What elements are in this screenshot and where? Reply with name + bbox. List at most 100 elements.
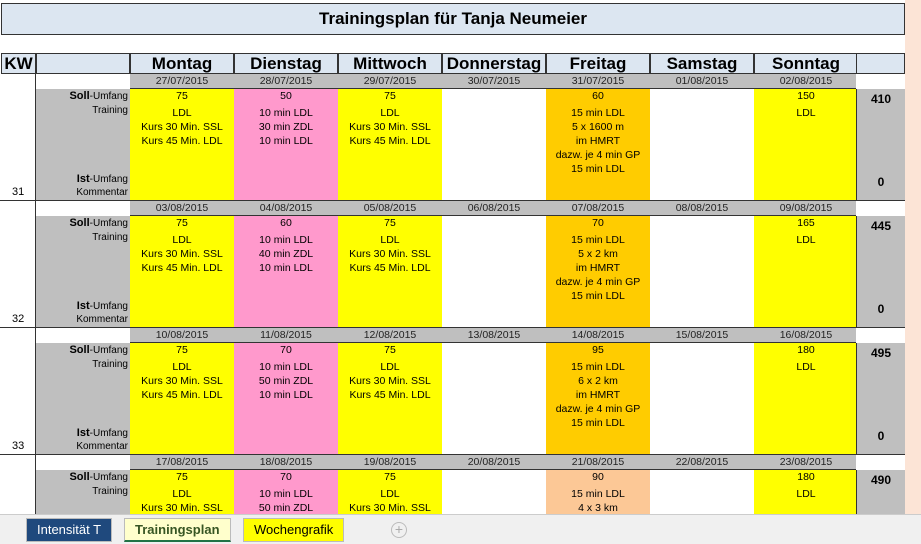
tab-trainingsplan[interactable]: Trainingsplan	[124, 518, 231, 542]
date-cell[interactable]: 04/08/2015	[259, 202, 313, 214]
day-cell[interactable]: 75 LDL Kurs 30 Min. SSL Kurs 45 Min. LDL	[338, 216, 442, 328]
week-total: 445 0	[856, 216, 905, 328]
day-cell[interactable]	[442, 216, 546, 328]
day-cell[interactable]: 70 10 min LDL 50 min ZDL 10 min LDL	[234, 343, 338, 455]
date-cell[interactable]: 21/08/2015	[571, 456, 625, 468]
week-total: 410 0	[856, 89, 905, 201]
day-cell[interactable]: 70 15 min LDL 5 x 2 km im HMRT dazw. je 4 mi…	[546, 216, 650, 328]
day-cell[interactable]: 95 15 min LDL 6 x 2 km im HMRT dazw. je 4 mi…	[546, 343, 650, 455]
date-cell[interactable]: 09/08/2015	[779, 202, 833, 214]
date-cell[interactable]: 06/08/2015	[467, 202, 521, 214]
date-cell[interactable]: 07/08/2015	[571, 202, 625, 214]
training-line: 10 min LDL	[259, 107, 313, 119]
day-cell[interactable]	[442, 89, 546, 201]
training-line: 15 min LDL	[571, 290, 625, 302]
day-cell[interactable]: 75 LDL Kurs 30 Min. SSL Kurs 45 Min. LDL	[338, 89, 442, 201]
week-block: 31 27/07/2015 28/07/2015 29/07/2015 30/07/20…	[0, 74, 905, 201]
row-labels: Soll-Umfang Training Ist-Umfang Kommentar	[36, 216, 130, 328]
date-cell[interactable]: 01/08/2015	[675, 75, 729, 87]
training-line: Kurs 30 Min. SSL	[349, 121, 431, 133]
training-line: Kurs 30 Min. SSL	[349, 375, 431, 387]
date-cell[interactable]: 23/08/2015	[779, 456, 833, 468]
add-sheet-icon[interactable]: +	[391, 522, 407, 538]
training-line: im HMRT	[575, 135, 621, 147]
date-cell[interactable]: 03/08/2015	[155, 202, 209, 214]
training-line: 50 min ZDL	[258, 502, 314, 514]
day-cell[interactable]: 60 15 min LDL 5 x 1600 m im HMRT dazw. je 4 …	[546, 89, 650, 201]
training-line: dazw. je 4 min GP	[555, 276, 641, 288]
training-line: 40 min ZDL	[258, 248, 314, 260]
date-cell[interactable]: 13/08/2015	[467, 329, 521, 341]
day-cell[interactable]: 75 LDL Kurs 30 Min. SSL Kurs 45 Min. LDL	[130, 89, 234, 201]
soll-value: 75	[384, 217, 396, 229]
training-line: LDL	[796, 361, 816, 373]
training-label: Training	[92, 232, 128, 243]
sheet-tabs-bar: Intensität T Trainingsplan Wochengrafik …	[0, 514, 921, 544]
training-line: 10 min LDL	[259, 234, 313, 246]
training-line: 15 min LDL	[571, 107, 625, 119]
training-line: 30 min ZDL	[258, 121, 314, 133]
day-cell[interactable]: 75 LDL Kurs 30 Min. SSL Kurs 45 Min. LDL	[130, 216, 234, 328]
training-line: Kurs 30 Min. SSL	[349, 248, 431, 260]
date-cell[interactable]: 18/08/2015	[259, 456, 313, 468]
day-header-mittwoch: Mittwoch	[338, 53, 442, 74]
soll-label: Soll-Umfang	[69, 471, 128, 483]
day-cell[interactable]	[650, 89, 754, 201]
tab-intensitaet[interactable]: Intensität T	[26, 518, 113, 542]
label-header	[36, 53, 130, 74]
date-cell[interactable]: 19/08/2015	[363, 456, 417, 468]
ist-total: 0	[877, 175, 885, 189]
day-cell[interactable]: 50 10 min LDL 30 min ZDL 10 min LDL	[234, 89, 338, 201]
right-margin	[905, 0, 921, 514]
training-line: Kurs 45 Min. LDL	[141, 389, 223, 401]
date-cell[interactable]: 22/08/2015	[675, 456, 729, 468]
week-total: 495 0	[856, 343, 905, 455]
day-cell[interactable]	[442, 343, 546, 455]
ist-total: 0	[877, 429, 885, 443]
training-line: 15 min LDL	[571, 361, 625, 373]
date-cell[interactable]: 14/08/2015	[571, 329, 625, 341]
date-cell[interactable]: 16/08/2015	[779, 329, 833, 341]
date-cell[interactable]: 17/08/2015	[155, 456, 209, 468]
kommentar-label: Kommentar	[76, 441, 128, 452]
day-cell[interactable]: 75 LDL Kurs 30 Min. SSL Kurs 45 Min. LDL	[130, 343, 234, 455]
soll-value: 90	[592, 471, 604, 483]
training-line: 15 min LDL	[571, 488, 625, 500]
date-cell[interactable]: 15/08/2015	[675, 329, 729, 341]
date-cell[interactable]: 20/08/2015	[467, 456, 521, 468]
day-header-samstag: Samstag	[650, 53, 754, 74]
date-cell[interactable]: 29/07/2015	[363, 75, 417, 87]
date-cell[interactable]: 05/08/2015	[363, 202, 417, 214]
date-cell[interactable]: 28/07/2015	[259, 75, 313, 87]
date-cell[interactable]: 12/08/2015	[363, 329, 417, 341]
date-cell[interactable]: 27/07/2015	[155, 75, 209, 87]
date-cell[interactable]: 08/08/2015	[675, 202, 729, 214]
week-number-cell: 31	[0, 74, 36, 201]
day-cell[interactable]	[650, 343, 754, 455]
training-line: LDL	[796, 107, 816, 119]
training-line: Kurs 45 Min. LDL	[349, 135, 431, 147]
training-line: 10 min LDL	[259, 389, 313, 401]
tab-wochengrafik[interactable]: Wochengrafik	[243, 518, 345, 542]
day-cell[interactable]: 150 LDL	[754, 89, 858, 201]
day-header-dienstag: Dienstag	[234, 53, 338, 74]
date-cell[interactable]: 30/07/2015	[467, 75, 521, 87]
day-cell[interactable]: 165 LDL	[754, 216, 858, 328]
training-line: LDL	[380, 107, 400, 119]
day-cell[interactable]: 60 10 min LDL 40 min ZDL 10 min LDL	[234, 216, 338, 328]
week-block: 32 03/08/2015 04/08/2015 05/08/2015 06/08/20…	[0, 201, 905, 328]
soll-value: 75	[384, 90, 396, 102]
date-cell[interactable]: 02/08/2015	[779, 75, 833, 87]
training-line: Kurs 30 Min. SSL	[141, 502, 223, 514]
date-cell[interactable]: 11/08/2015	[260, 329, 312, 341]
soll-value: 165	[797, 217, 815, 229]
day-cell[interactable]: 75 LDL Kurs 30 Min. SSL Kurs 45 Min. LDL	[338, 343, 442, 455]
training-line: 10 min LDL	[259, 262, 313, 274]
day-cell[interactable]	[650, 216, 754, 328]
day-cell[interactable]: 180 LDL	[754, 343, 858, 455]
training-line: Kurs 30 Min. SSL	[349, 502, 431, 514]
date-cell[interactable]: 31/07/2015	[571, 75, 625, 87]
day-header-donnerstag: Donnerstag	[442, 53, 546, 74]
training-line: 5 x 1600 m	[572, 121, 624, 133]
date-cell[interactable]: 10/08/2015	[155, 329, 209, 341]
